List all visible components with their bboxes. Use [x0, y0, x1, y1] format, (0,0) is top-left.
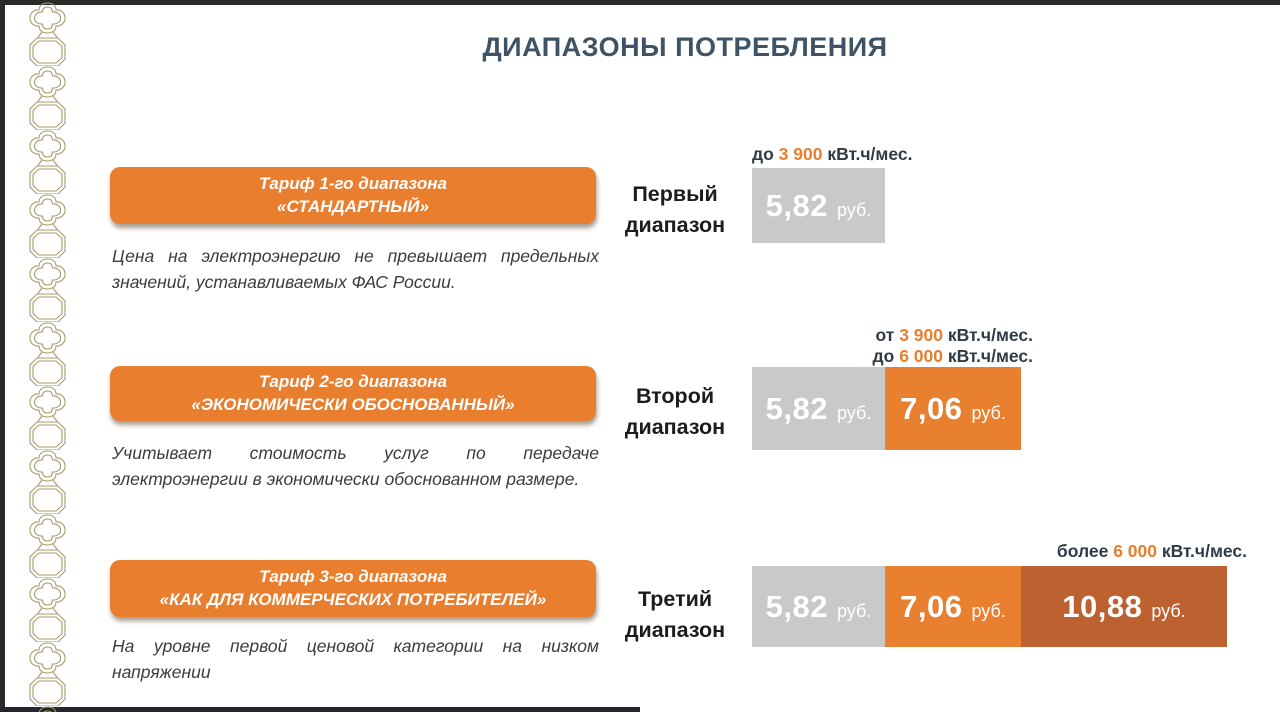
price-value: 5,82	[765, 187, 828, 223]
tariff-plate-3: Тариф 3-го диапазона «КАК ДЛЯ КОММЕРЧЕСК…	[110, 560, 596, 617]
section-2-description: Учитывает стоимость услуг по передаче эл…	[112, 443, 599, 490]
price-bar-gray-3: 5,82 руб.	[752, 566, 885, 647]
diapason-label-3-line1: Третий	[637, 587, 713, 611]
diapason-label-3-line2: диапазон	[624, 617, 726, 642]
consumption-range-label-3: более 6 000 кВт.ч/мес.	[1056, 541, 1247, 561]
tariff-plate-1-line2: «СТАНДАРТНЫЙ»	[277, 196, 429, 216]
price-bar-row-1: 5,82 руб.	[752, 168, 885, 243]
diapason-label-3: Третий диапазон	[604, 584, 746, 645]
price-unit: руб.	[971, 600, 1006, 621]
price-bar-gray-1: 5,82 руб.	[752, 168, 885, 243]
range-3-value: 6 000	[1113, 541, 1157, 561]
bottom-edge-strip	[0, 707, 640, 712]
price-value: 7,06	[900, 390, 963, 426]
range-2-value-to: 6 000	[899, 346, 943, 367]
price-bar-row-3: 5,82 руб. 7,06 руб. 10,88 руб.	[752, 566, 1227, 647]
tariff-plate-3-line2: «КАК ДЛЯ КОММЕРЧЕСКИХ ПОТРЕБИТЕЛЕЙ»	[159, 589, 547, 609]
left-edge-strip	[0, 0, 5, 712]
price-bar-gray-2: 5,82 руб.	[752, 367, 885, 450]
consumption-range-label-1: до 3 900 кВт.ч/мес.	[752, 144, 913, 164]
tariff-plate-2-line1: Тариф 2-го диапазона	[259, 372, 447, 392]
price-bar-dark-orange-3: 10,88 руб.	[1021, 566, 1227, 647]
diapason-label-1-line2: диапазон	[624, 212, 726, 237]
range-1-value: 3 900	[778, 144, 823, 164]
ornament-border-pattern	[21, 2, 74, 712]
diapason-label-1-line1: Первый	[632, 182, 718, 206]
tariff-plate-3-line1: Тариф 3-го диапазона	[259, 567, 447, 587]
tariff-plate-1: Тариф 1-го диапазона «СТАНДАРТНЫЙ»	[110, 167, 596, 224]
tariff-plate-2-line2: «ЭКОНОМИЧЕСКИ ОБОСНОВАННЫЙ»	[191, 394, 515, 414]
price-unit: руб.	[837, 600, 872, 621]
price-unit: руб.	[837, 199, 872, 220]
price-bar-orange-3: 7,06 руб.	[885, 566, 1021, 647]
diapason-label-2-line1: Второй	[635, 384, 715, 408]
price-bar-row-2: 5,82 руб. 7,06 руб.	[752, 367, 1021, 450]
price-value: 10,88	[1062, 588, 1143, 624]
top-edge-strip	[0, 0, 1280, 5]
diapason-label-1: Первый диапазон	[604, 179, 746, 240]
page-title: ДИАПАЗОНЫ ПОТРЕБЛЕНИЯ	[482, 32, 888, 62]
consumption-range-label-2: от 3 900 кВт.ч/мес. до 6 000 кВт.ч/мес.	[872, 325, 1033, 367]
tariff-plate-2: Тариф 2-го диапазона «ЭКОНОМИЧЕСКИ ОБОСН…	[110, 366, 596, 421]
tariff-plate-1-line1: Тариф 1-го диапазона	[259, 174, 447, 194]
price-value: 7,06	[900, 588, 963, 624]
price-bar-orange-2: 7,06 руб.	[885, 367, 1021, 450]
price-value: 5,82	[765, 390, 828, 426]
price-unit: руб.	[1151, 600, 1186, 621]
range-2-value-from: 3 900	[899, 325, 943, 345]
section-3-description: На уровне первой ценовой категории на ни…	[112, 636, 599, 683]
diapason-label-2-line2: диапазон	[624, 414, 726, 439]
price-unit: руб.	[971, 402, 1006, 423]
price-value: 5,82	[765, 588, 828, 624]
diapason-label-2: Второй диапазон	[604, 381, 746, 442]
price-unit: руб.	[837, 402, 872, 423]
section-1-description: Цена на электроэнергию не превышает пред…	[112, 246, 599, 293]
